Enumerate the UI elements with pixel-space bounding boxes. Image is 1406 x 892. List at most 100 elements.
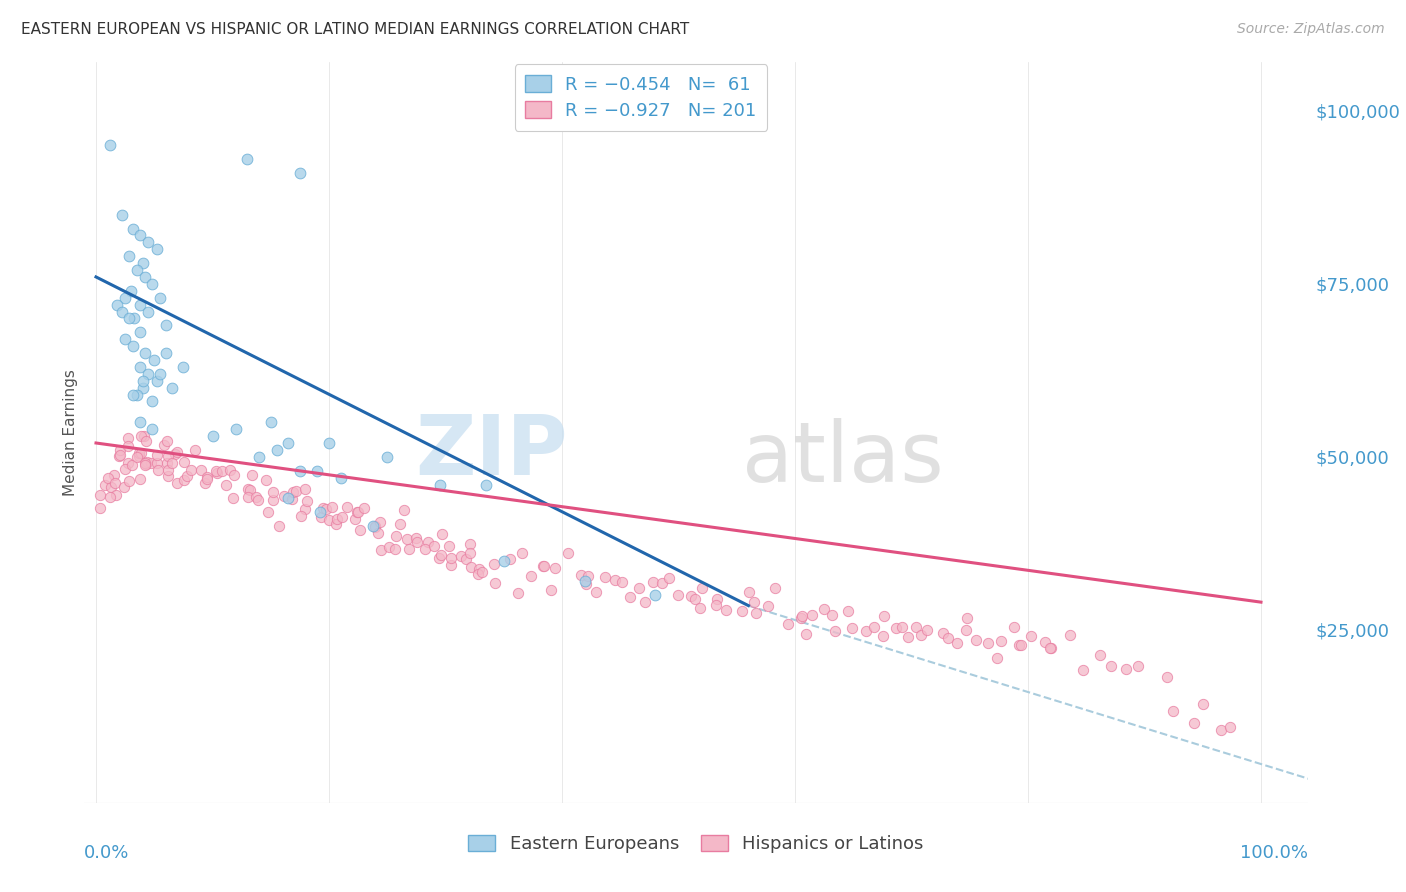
Point bbox=[176, 469, 198, 483]
Point bbox=[307, 464, 329, 478]
Point bbox=[129, 326, 152, 340]
Point bbox=[499, 551, 522, 566]
Point bbox=[166, 445, 188, 459]
Point bbox=[295, 494, 318, 508]
Point bbox=[180, 463, 202, 477]
Point bbox=[364, 519, 387, 533]
Point bbox=[114, 332, 136, 346]
Text: ZIP: ZIP bbox=[415, 410, 568, 491]
Point bbox=[531, 559, 554, 574]
Point bbox=[955, 623, 977, 637]
Point bbox=[184, 442, 207, 457]
Point bbox=[145, 242, 167, 256]
Point bbox=[956, 610, 979, 624]
Point bbox=[141, 456, 163, 470]
Point bbox=[155, 318, 177, 333]
Point bbox=[97, 471, 120, 485]
Point bbox=[593, 570, 616, 584]
Point bbox=[173, 455, 195, 469]
Point bbox=[890, 620, 912, 634]
Point bbox=[384, 542, 406, 557]
Point bbox=[440, 558, 463, 572]
Point bbox=[122, 387, 145, 401]
Point bbox=[114, 291, 136, 305]
Point bbox=[257, 505, 280, 519]
Point bbox=[117, 249, 139, 263]
Point bbox=[329, 470, 352, 484]
Point bbox=[225, 422, 247, 436]
Point bbox=[398, 541, 420, 556]
Point bbox=[205, 463, 228, 477]
Point bbox=[406, 534, 429, 549]
Point bbox=[375, 450, 398, 464]
Point bbox=[508, 585, 530, 599]
Point bbox=[114, 461, 136, 475]
Text: 100.0%: 100.0% bbox=[1240, 844, 1308, 862]
Point bbox=[385, 529, 408, 543]
Point bbox=[651, 576, 673, 591]
Point bbox=[706, 592, 728, 607]
Point bbox=[471, 566, 494, 580]
Point bbox=[277, 491, 299, 506]
Point bbox=[157, 469, 180, 483]
Point bbox=[288, 464, 311, 478]
Point bbox=[1033, 635, 1056, 649]
Point bbox=[873, 609, 896, 624]
Point bbox=[247, 450, 270, 464]
Point bbox=[134, 456, 156, 470]
Point bbox=[344, 512, 367, 526]
Point bbox=[318, 436, 340, 450]
Point bbox=[627, 581, 650, 595]
Point bbox=[936, 632, 959, 646]
Point bbox=[619, 590, 641, 604]
Point bbox=[309, 509, 332, 524]
Point bbox=[416, 534, 439, 549]
Point bbox=[125, 387, 148, 401]
Point bbox=[173, 473, 195, 487]
Point bbox=[141, 277, 163, 291]
Point bbox=[105, 488, 128, 502]
Point bbox=[437, 540, 460, 554]
Point bbox=[129, 297, 152, 311]
Point bbox=[205, 466, 228, 480]
Point bbox=[121, 458, 143, 473]
Point bbox=[977, 635, 1000, 649]
Point bbox=[146, 456, 169, 470]
Point bbox=[790, 608, 813, 623]
Point bbox=[129, 415, 152, 429]
Point bbox=[89, 488, 111, 502]
Point bbox=[325, 516, 347, 531]
Point bbox=[120, 284, 142, 298]
Point bbox=[392, 502, 415, 516]
Point bbox=[129, 228, 152, 243]
Point bbox=[222, 468, 245, 483]
Point bbox=[1008, 638, 1031, 652]
Point bbox=[277, 436, 299, 450]
Point bbox=[945, 636, 967, 650]
Text: atlas: atlas bbox=[742, 418, 943, 499]
Point bbox=[492, 554, 515, 568]
Point bbox=[468, 562, 491, 576]
Point bbox=[917, 624, 939, 638]
Point bbox=[131, 256, 153, 270]
Point bbox=[605, 573, 627, 587]
Point bbox=[160, 381, 183, 395]
Point bbox=[143, 353, 166, 368]
Text: EASTERN EUROPEAN VS HISPANIC OR LATINO MEDIAN EARNINGS CORRELATION CHART: EASTERN EUROPEAN VS HISPANIC OR LATINO M… bbox=[21, 22, 689, 37]
Point bbox=[450, 549, 472, 563]
Point bbox=[308, 505, 330, 519]
Point bbox=[127, 450, 149, 465]
Point bbox=[128, 449, 150, 463]
Point bbox=[238, 490, 260, 504]
Point bbox=[510, 546, 533, 560]
Point bbox=[789, 611, 811, 625]
Point bbox=[1010, 638, 1032, 652]
Point bbox=[1161, 704, 1184, 718]
Point bbox=[776, 617, 799, 632]
Point bbox=[1090, 648, 1112, 663]
Point bbox=[440, 550, 463, 565]
Point bbox=[731, 603, 754, 617]
Point bbox=[965, 632, 987, 647]
Point bbox=[644, 588, 666, 602]
Point bbox=[349, 523, 371, 537]
